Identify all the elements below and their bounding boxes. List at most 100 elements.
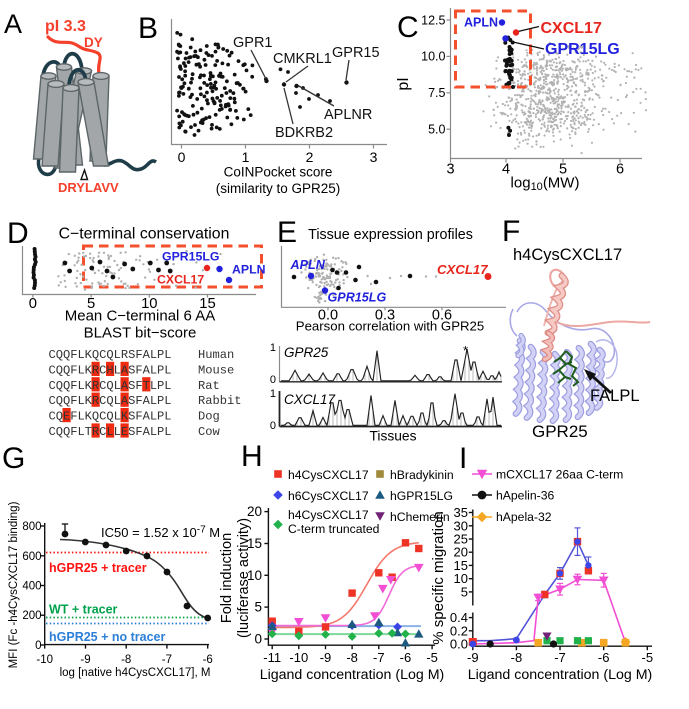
svg-text:-7: -7 [162,654,172,666]
svg-text:-7: -7 [373,650,385,665]
svg-text:*: * [463,343,468,358]
svg-text:200: 200 [22,610,41,622]
svg-text:(luciferase activity): (luciferase activity) [236,518,252,638]
svg-text:DY: DY [84,35,103,50]
svg-text:600: 600 [22,551,41,563]
svg-text:25: 25 [454,532,468,547]
svg-text:10: 10 [247,568,262,583]
svg-text:pI: pI [395,77,412,90]
svg-text:H: H [241,440,263,473]
svg-text:0: 0 [254,632,262,647]
svg-text:-6: -6 [400,650,412,665]
svg-text:Tissues: Tissues [369,429,416,444]
svg-text:CQQFLKRCQLASFALPL: CQQFLKRCQLASFALPL [49,394,172,408]
svg-text:0.6: 0.6 [432,308,452,324]
svg-text:mCXCL17 26aa C-term: mCXCL17 26aa C-term [496,468,623,482]
svg-text:hApela-32: hApela-32 [496,510,552,524]
svg-text:Ligand concentration (Log M): Ligand concentration (Log M) [468,667,653,683]
svg-text:CQQFLKRCHLASFALPL: CQQFLKRCHLASFALPL [49,363,172,377]
svg-text:-7: -7 [554,650,566,665]
svg-text:-6: -6 [203,654,213,666]
svg-text:D: D [7,217,29,250]
svg-text:CoINPocket score: CoINPocket score [224,165,333,180]
svg-text:-8: -8 [511,650,523,665]
svg-text:GPR15LG: GPR15LG [328,291,387,305]
svg-text:CXCL17: CXCL17 [541,20,602,37]
svg-text:C−terminal conservation: C−terminal conservation [59,226,230,243]
svg-text:0: 0 [270,374,276,386]
svg-text:APLN: APLN [290,258,326,272]
svg-text:CXCL17: CXCL17 [284,392,336,407]
svg-text:G: G [2,442,25,475]
svg-text:% specific migration: % specific migration [430,511,447,644]
svg-text:A: A [4,9,22,39]
svg-text:-8: -8 [121,654,131,666]
svg-text:GPR25: GPR25 [532,422,588,441]
svg-text:CMKRL1: CMKRL1 [273,51,332,67]
svg-text:400: 400 [22,581,41,593]
svg-text:IC50 = 1.52 x 10-7 M: IC50 = 1.52 x 10-7 M [101,525,220,541]
svg-text:Pearson correlation with GPR25: Pearson correlation with GPR25 [296,319,484,334]
svg-text:0: 0 [270,420,276,432]
svg-text:hBradykinin: hBradykinin [390,468,454,482]
svg-text:35: 35 [454,505,468,520]
svg-text:0.0: 0.0 [318,308,338,324]
svg-text:-6: -6 [598,650,610,665]
svg-text:0.2: 0.2 [450,623,468,638]
svg-text:10: 10 [141,296,157,312]
svg-text:15: 15 [247,536,262,551]
svg-text:log [native h4CysCXCL17], M: log [native h4CysCXCL17], M [60,667,211,679]
svg-text:0: 0 [178,149,186,165]
svg-text:30: 30 [454,518,468,533]
svg-text:-11: -11 [263,650,281,665]
svg-text:GPR15LG: GPR15LG [162,250,219,264]
svg-text:-9: -9 [320,650,332,665]
svg-text:CXCL17: CXCL17 [157,273,204,287]
svg-text:15: 15 [454,558,468,573]
svg-text:E: E [277,216,297,249]
svg-text:0: 0 [35,640,41,652]
svg-text:BLAST bit−score: BLAST bit−score [84,324,197,341]
svg-text:6: 6 [616,162,624,178]
svg-text:Rat: Rat [198,379,220,393]
svg-text:APLN: APLN [232,263,266,277]
svg-text:hGPR15LG: hGPR15LG [390,489,453,503]
svg-text:-9: -9 [80,654,90,666]
svg-text:CXCL17: CXCL17 [437,262,488,277]
svg-text:hApelin-36: hApelin-36 [496,489,554,503]
svg-text:5: 5 [461,584,468,599]
svg-text:h4CysCXCL17: h4CysCXCL17 [288,468,369,482]
svg-text:hGPR25 + tracer: hGPR25 + tracer [49,561,147,575]
svg-text:Dog: Dog [198,410,220,424]
svg-text:Rabbit: Rabbit [198,394,242,408]
svg-text:5.0: 5.0 [428,123,445,137]
svg-text:CQQFLTRCLLESFALPL: CQQFLTRCLLESFALPL [49,425,172,439]
svg-text:10.0: 10.0 [421,50,445,64]
svg-text:5: 5 [87,296,95,312]
svg-text:10: 10 [454,571,468,586]
svg-text:800: 800 [22,521,41,533]
svg-text:DRYLAVV: DRYLAVV [58,180,119,195]
svg-text:Mouse: Mouse [198,363,234,377]
svg-text:hChemerin: hChemerin [390,510,450,524]
svg-text:log10(MW): log10(MW) [511,175,580,194]
svg-text:C-term truncated: C-term truncated [288,522,379,536]
svg-text:I: I [459,442,467,475]
svg-text:20: 20 [454,545,468,560]
svg-text:C: C [397,11,419,44]
svg-text:Human: Human [198,348,234,362]
svg-text:pI 3.3: pI 3.3 [45,18,86,35]
svg-text:0.3: 0.3 [375,308,395,324]
svg-text:-8: -8 [346,650,358,665]
svg-text:APLN: APLN [464,16,498,30]
svg-text:2: 2 [306,149,314,165]
svg-text:GPR25: GPR25 [284,345,329,360]
svg-text:CQQFLKQCQLRSFALPL: CQQFLKQCQLRSFALPL [49,348,172,362]
svg-text:-10: -10 [289,650,308,665]
svg-text:1: 1 [270,388,276,400]
svg-text:Tissue expression profiles: Tissue expression profiles [308,227,473,243]
svg-text:1: 1 [270,342,276,354]
svg-text:GPR1: GPR1 [233,35,273,51]
svg-text:(similarity to GPR25): (similarity to GPR25) [216,181,341,196]
svg-text:h4CysCXCL17: h4CysCXCL17 [513,246,622,264]
